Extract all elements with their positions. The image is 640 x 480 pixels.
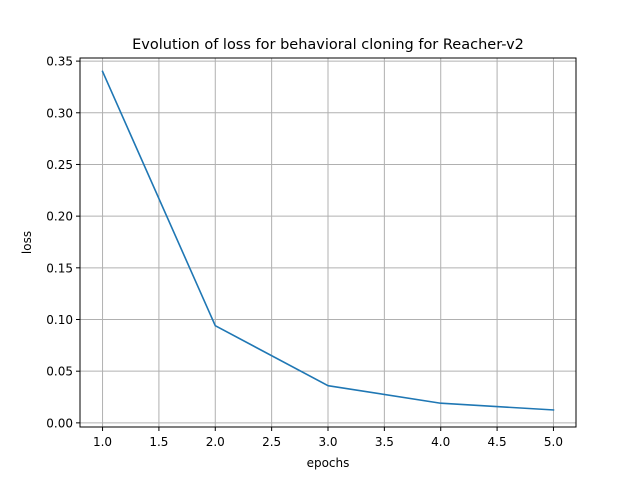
y-tick-label: 0.10 xyxy=(46,313,73,327)
series-layer xyxy=(101,70,555,411)
x-tick-label: 3.5 xyxy=(375,435,394,449)
x-tick-label: 3.0 xyxy=(318,435,337,449)
x-tick-label: 4.0 xyxy=(431,435,450,449)
y-tick-label: 0.20 xyxy=(46,210,73,224)
x-axis-label: epochs xyxy=(307,456,350,470)
x-tick-label: 1.0 xyxy=(93,435,112,449)
y-tick-label: 0.30 xyxy=(46,106,73,120)
y-tick-label: 0.25 xyxy=(46,158,73,172)
x-tick-label: 5.0 xyxy=(544,435,563,449)
y-axis-label: loss xyxy=(20,231,34,254)
y-tick-label: 0.35 xyxy=(46,55,73,69)
x-tick-label: 1.5 xyxy=(149,435,168,449)
y-tick-label: 0.05 xyxy=(46,365,73,379)
x-tick-label: 2.5 xyxy=(262,435,281,449)
chart-title: Evolution of loss for behavioral cloning… xyxy=(132,37,524,53)
grid-lines xyxy=(80,58,576,427)
y-tick-label: 0.00 xyxy=(46,416,73,430)
x-tick-label: 4.5 xyxy=(488,435,507,449)
x-tick-label: 2.0 xyxy=(206,435,225,449)
axis-ticks xyxy=(76,60,554,431)
y-tick-label: 0.15 xyxy=(46,261,73,275)
plot-frame xyxy=(79,57,577,428)
series-line-loss xyxy=(101,70,555,411)
